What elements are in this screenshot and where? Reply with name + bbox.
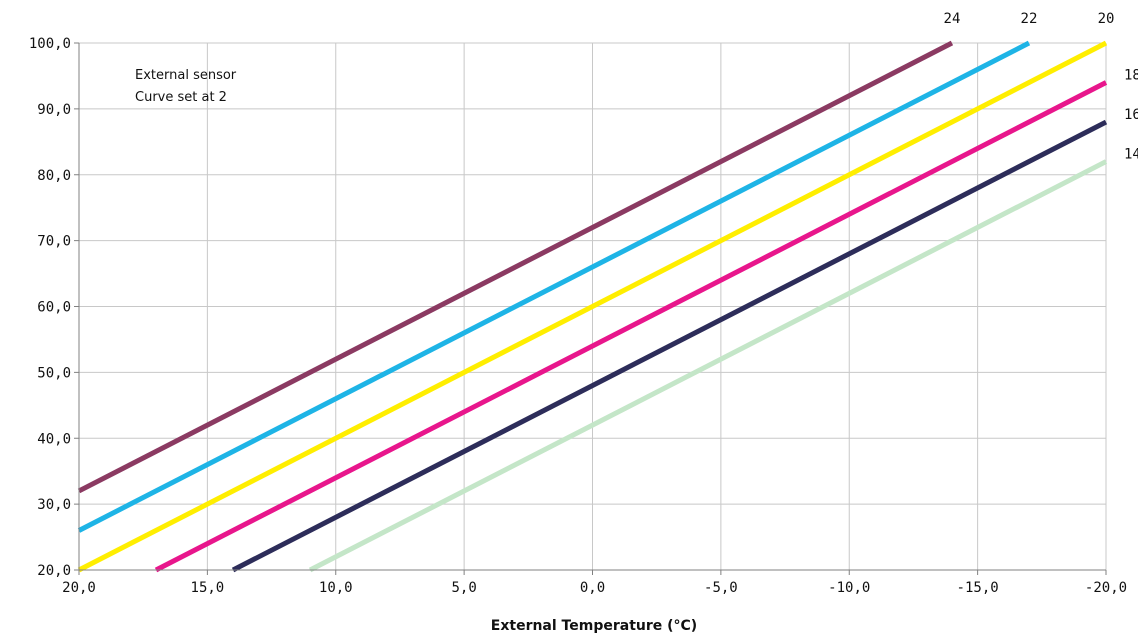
y-tick-label: 60,0 xyxy=(37,300,71,316)
series-line-24 xyxy=(77,40,954,494)
series-lines xyxy=(77,40,1108,573)
series-line-20 xyxy=(77,40,1108,573)
series-label-24: 24 xyxy=(944,11,961,27)
x-tick-label: -5,0 xyxy=(704,580,738,596)
x-tick-label: -15,0 xyxy=(957,580,999,596)
series-label-20: 20 xyxy=(1098,11,1115,27)
y-tick-label: 90,0 xyxy=(37,102,71,118)
series-line-18 xyxy=(154,80,1108,573)
series-label-18: 18 xyxy=(1124,68,1138,84)
axes: 20,0 15,0 10,0 5,0 0,0 -5,0 -10,0 -15,0 -20,0 20,… xyxy=(29,36,1127,596)
x-tick-label: 5,0 xyxy=(451,580,476,596)
series-line-14 xyxy=(308,159,1108,573)
x-tick-label: 10,0 xyxy=(319,580,353,596)
x-axis-title: External Temperature (°C) xyxy=(491,618,697,634)
annotation-line-2: Curve set at 2 xyxy=(135,90,227,105)
x-tick-label: 20,0 xyxy=(62,580,96,596)
y-tick-label: 30,0 xyxy=(37,497,71,513)
x-tick-label: -20,0 xyxy=(1085,580,1127,596)
y-tick-label: 50,0 xyxy=(37,365,71,381)
y-tick-label: 70,0 xyxy=(37,234,71,250)
y-tick-label: 100,0 xyxy=(29,36,71,52)
x-tick-label: -10,0 xyxy=(828,580,870,596)
x-tick-label: 15,0 xyxy=(191,580,225,596)
series-line-22 xyxy=(77,40,1031,533)
series-line-16 xyxy=(231,119,1108,573)
annotation-line-1: External sensor xyxy=(135,68,237,83)
series-label-14: 14 xyxy=(1124,147,1138,163)
series-label-22: 22 xyxy=(1021,11,1038,27)
y-tick-label: 20,0 xyxy=(37,563,71,579)
y-tick-label: 80,0 xyxy=(37,168,71,184)
series-labels: 24 22 20 18 16 14 xyxy=(944,11,1138,163)
series-label-16: 16 xyxy=(1124,107,1138,123)
x-tick-label: 0,0 xyxy=(580,580,605,596)
y-tick-label: 40,0 xyxy=(37,431,71,447)
